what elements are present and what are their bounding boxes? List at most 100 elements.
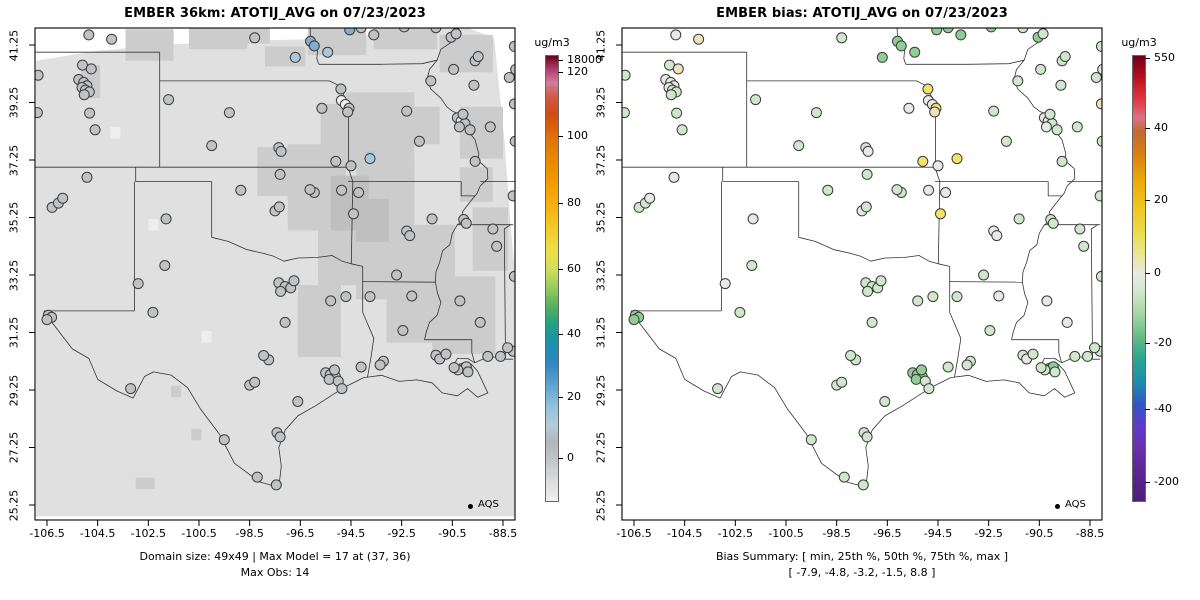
- state-border: [211, 236, 363, 267]
- station-dot: [288, 275, 300, 287]
- state-border: [503, 224, 511, 359]
- station-dot: [993, 290, 1005, 302]
- y-axis-tick-label-text: 31.25: [594, 316, 608, 349]
- station-dot: [940, 187, 952, 198]
- station-dot: [932, 160, 944, 172]
- colorbar-tick-label: 0: [567, 451, 574, 464]
- station-dot: [289, 51, 301, 63]
- aqs-legend-label: AQS: [1065, 499, 1086, 510]
- station-dot: [391, 269, 403, 281]
- bias-map-plot: [616, 27, 1103, 526]
- station-dot: [468, 79, 480, 91]
- y-axis-tick-label-text: 35.25: [594, 201, 608, 234]
- station-dot: [1096, 135, 1102, 147]
- colorbar-tick: [558, 203, 563, 204]
- model-field-cell-patch: [135, 477, 155, 490]
- station-dot: [693, 33, 705, 45]
- station-dot: [1017, 28, 1029, 34]
- station-dot: [462, 366, 474, 378]
- station-dot: [457, 108, 469, 120]
- station-dot: [951, 291, 963, 303]
- station-dot: [1037, 28, 1049, 40]
- station-dot: [355, 361, 367, 373]
- station-dot: [1044, 108, 1056, 120]
- colorbar-tick: [558, 458, 563, 459]
- station-dot: [1047, 217, 1059, 229]
- station-dot: [1012, 75, 1024, 87]
- colorbar-tick: [558, 269, 563, 270]
- station-dot: [249, 376, 261, 388]
- station-dot: [1013, 213, 1025, 225]
- station-dot: [955, 29, 967, 41]
- station-dot: [274, 431, 286, 443]
- station-dot: [978, 269, 990, 281]
- station-dot: [330, 155, 342, 167]
- station-dot: [1035, 362, 1047, 374]
- state-border: [43, 310, 279, 488]
- colorbar-tick-label: 550: [1154, 51, 1175, 64]
- state-border: [348, 181, 476, 197]
- y-axis-tick-label-text: 37.25: [7, 144, 21, 176]
- station-dot: [450, 28, 462, 40]
- station-dot: [747, 213, 759, 225]
- station-dot: [935, 208, 946, 220]
- station-dot: [368, 29, 380, 41]
- station-dot: [125, 383, 137, 395]
- station-dot: [223, 107, 235, 119]
- panel-model-map: EMBER 36km: ATOTIJ_AVG on 07/23/2023 ug/…: [1, 6, 603, 579]
- station-dot: [163, 94, 175, 106]
- station-dot: [336, 184, 348, 196]
- y-axis-tick-label-text: 31.25: [7, 316, 21, 349]
- left-colorbar-units-label: ug/m3: [534, 36, 570, 49]
- station-dot: [495, 350, 506, 362]
- colorbar-tick: [558, 136, 563, 137]
- station-dot: [1095, 40, 1102, 52]
- station-dot: [909, 46, 921, 58]
- station-dot: [335, 83, 347, 95]
- model-field-cell-patch: [191, 428, 202, 441]
- colorbar-tick-label: 80: [567, 196, 581, 209]
- station-dot: [750, 94, 762, 106]
- state-border: [367, 356, 514, 398]
- station-dot: [917, 155, 929, 167]
- y-axis-tick-label-text: 27.25: [594, 431, 608, 464]
- plot-box: [34, 27, 516, 521]
- state-border: [630, 310, 866, 488]
- station-dot: [270, 479, 282, 491]
- station-dot: [401, 105, 413, 117]
- station-dot: [316, 102, 328, 114]
- panel-bias-map: EMBER bias: ATOTIJ_AVG on 07/23/2023 ug/…: [587, 0, 1200, 600]
- y-axis-tick-label: 39.25: [588, 82, 614, 124]
- station-dot: [235, 184, 247, 196]
- station-dot: [923, 383, 935, 395]
- y-axis-tick-label: 35.25: [588, 197, 614, 239]
- state-border: [949, 266, 962, 378]
- y-axis-tick-label-text: 29.25: [594, 374, 608, 406]
- station-dot: [805, 434, 817, 446]
- y-axis-tick-label: 37.25: [588, 139, 614, 181]
- y-axis-tick-label: 29.25: [1, 369, 27, 411]
- y-axis-tick-label-text: 35.25: [7, 201, 21, 234]
- y-axis-tick-label: 39.25: [1, 82, 27, 124]
- x-axis-tick-label: -90.5: [438, 527, 467, 540]
- model-field-cell-patch: [356, 198, 389, 242]
- station-dot: [322, 46, 334, 58]
- station-dot: [258, 350, 270, 361]
- colorbar-tick: [1145, 58, 1150, 59]
- y-axis-tick-label: 31.25: [588, 312, 614, 354]
- y-axis-tick-label: 27.25: [588, 427, 614, 469]
- station-dot: [1041, 295, 1053, 307]
- colorbar-tick-label: 0: [1154, 266, 1161, 279]
- station-dot: [406, 290, 418, 302]
- colorbar-tick: [1145, 409, 1150, 410]
- station-dot: [430, 28, 442, 34]
- x-axis-tick-label: -106.5: [616, 527, 652, 540]
- station-dot: [454, 295, 466, 307]
- state-border: [44, 181, 135, 312]
- station-dot: [1090, 72, 1102, 83]
- model-field-cell-patch: [297, 285, 341, 357]
- left-caption-line1: Domain size: 49x49 | Max Model = 17 at (…: [139, 550, 411, 563]
- station-dot: [275, 285, 287, 297]
- station-dot: [838, 471, 850, 483]
- station-dot: [1055, 79, 1067, 91]
